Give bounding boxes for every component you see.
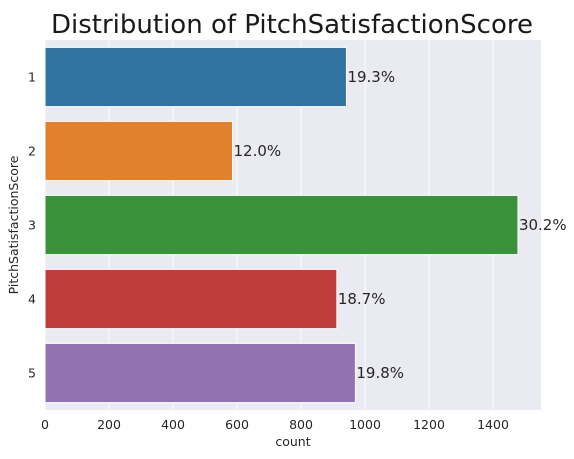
- x-tick-label: 600: [225, 417, 249, 432]
- y-axis-label: PitchSatisfactionScore: [6, 155, 21, 294]
- x-tick-label: 1200: [413, 417, 445, 432]
- data-label-1: 19.3%: [347, 68, 395, 86]
- x-axis-label: count: [275, 434, 310, 449]
- data-label-2: 12.0%: [234, 142, 282, 160]
- y-tick-label: 1: [28, 70, 36, 85]
- data-label-5: 19.8%: [356, 364, 404, 382]
- x-tick-label: 800: [289, 417, 313, 432]
- x-axis-ticks: 0 200 400 600 800 1000 1200 1400: [41, 417, 509, 432]
- bar-4: [45, 269, 337, 328]
- x-tick-label: 0: [41, 417, 49, 432]
- x-tick-label: 400: [161, 417, 185, 432]
- bar-3: [45, 195, 518, 254]
- bar-2: [45, 121, 233, 180]
- x-tick-label: 200: [97, 417, 121, 432]
- chart-title: Distribution of PitchSatisfactionScore: [51, 10, 533, 40]
- y-axis-ticks: 1 2 3 4 5: [28, 70, 36, 381]
- x-tick-label: 1400: [477, 417, 509, 432]
- y-tick-label: 5: [28, 366, 36, 381]
- y-tick-label: 3: [28, 218, 36, 233]
- x-tick-label: 1000: [349, 417, 381, 432]
- y-tick-label: 4: [28, 292, 36, 307]
- bar-1: [45, 47, 346, 106]
- data-label-4: 18.7%: [338, 290, 386, 308]
- data-label-3: 30.2%: [519, 216, 567, 234]
- bar-5: [45, 343, 355, 402]
- y-tick-label: 2: [28, 144, 36, 159]
